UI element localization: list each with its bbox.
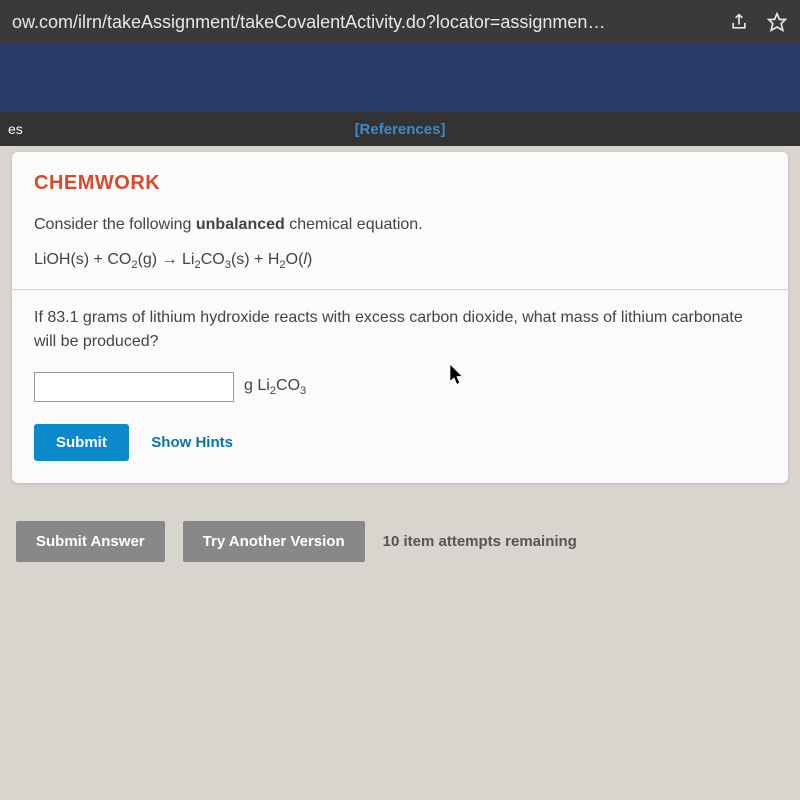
question-card: CHEMWORK Consider the following unbalanc… — [12, 152, 788, 483]
prompt-text: Consider the following unbalanced chemic… — [34, 213, 766, 237]
browser-action-icons — [728, 11, 788, 33]
tab-label[interactable]: es — [0, 121, 31, 137]
try-another-button[interactable]: Try Another Version — [183, 521, 365, 562]
browser-address-bar: ow.com/ilrn/takeAssignment/takeCovalentA… — [0, 0, 800, 44]
nav-bar: es [References] — [0, 112, 800, 146]
url-text: ow.com/ilrn/takeAssignment/takeCovalentA… — [12, 12, 716, 33]
references-link[interactable]: [References] — [355, 121, 446, 138]
chemical-equation: LiOH(s) + CO2(g) → Li2CO3(s) + H2O(l) — [34, 251, 766, 271]
answer-input[interactable] — [34, 372, 234, 402]
prompt-suffix: chemical equation. — [285, 216, 423, 233]
card-actions: Submit Show Hints — [34, 424, 766, 461]
submit-button[interactable]: Submit — [34, 424, 129, 461]
question-text: If 83.1 grams of lithium hydroxide react… — [34, 306, 766, 354]
show-hints-link[interactable]: Show Hints — [151, 434, 233, 451]
submit-answer-button[interactable]: Submit Answer — [16, 521, 165, 562]
star-icon[interactable] — [766, 11, 788, 33]
card-title: CHEMWORK — [34, 172, 766, 195]
answer-row: g Li2CO3 — [34, 372, 766, 402]
share-icon[interactable] — [728, 11, 750, 33]
attempts-remaining: 10 item attempts remaining — [383, 533, 577, 550]
header-band — [0, 44, 800, 112]
prompt-prefix: Consider the following — [34, 216, 196, 233]
prompt-bold: unbalanced — [196, 216, 285, 233]
divider — [12, 289, 788, 290]
footer-actions: Submit Answer Try Another Version 10 ite… — [16, 521, 788, 562]
unit-label: g Li2CO3 — [244, 377, 306, 397]
